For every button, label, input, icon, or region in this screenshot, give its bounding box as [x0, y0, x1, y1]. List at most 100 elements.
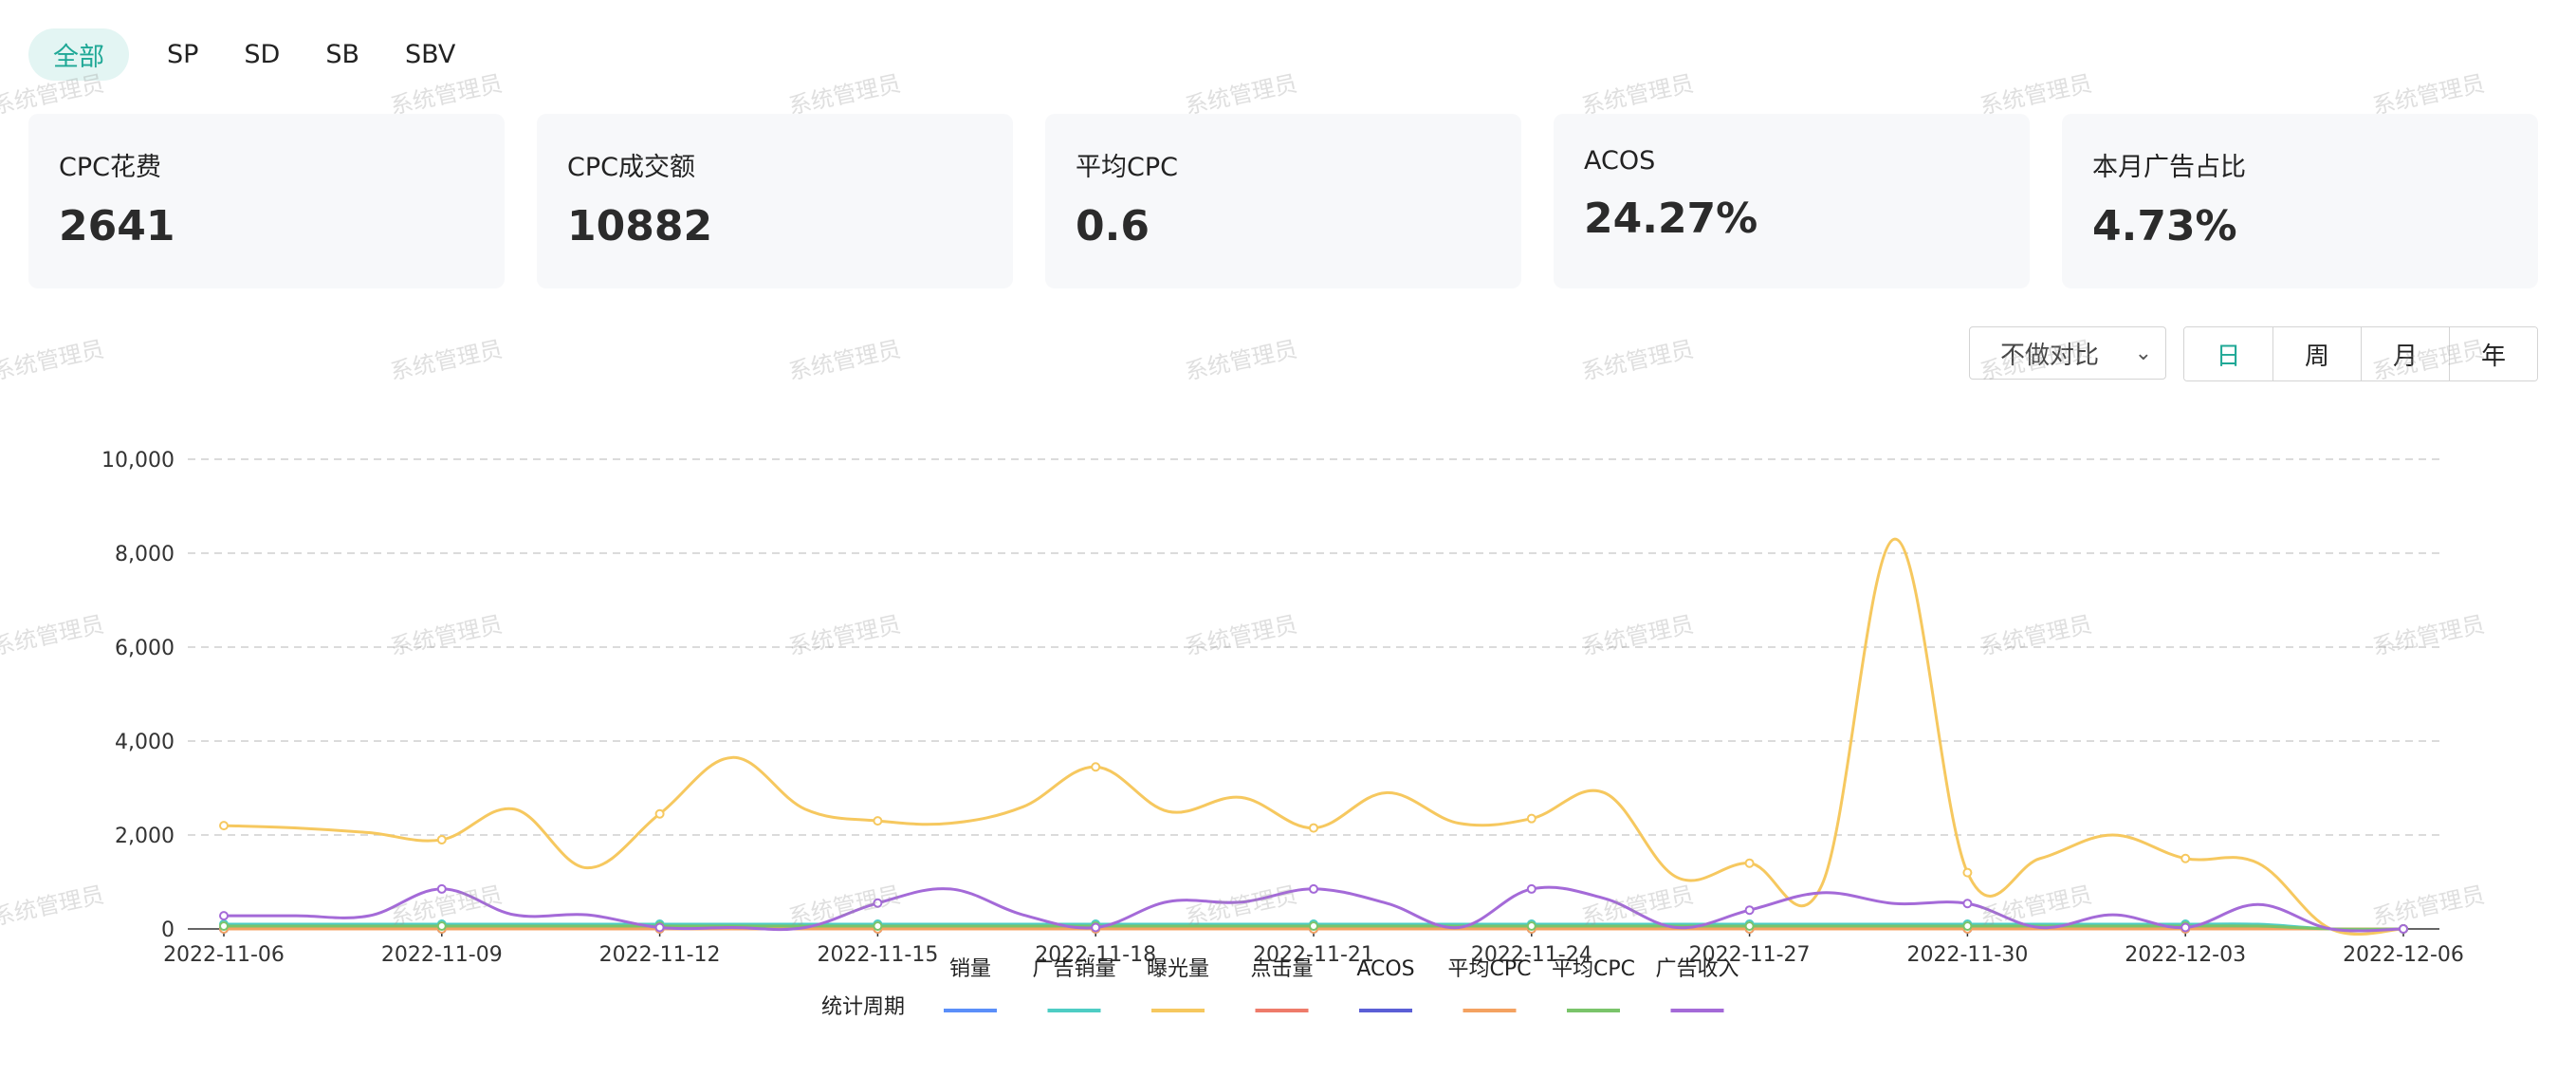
data-point — [1962, 921, 1973, 932]
data-point — [1744, 905, 1755, 916]
data-point — [436, 834, 447, 844]
data-point — [873, 898, 883, 908]
series-line — [224, 885, 2404, 933]
kpi-label: CPC成交额 — [567, 153, 695, 182]
series-lines — [219, 537, 2408, 937]
data-point — [219, 911, 229, 921]
x-tick-label: 2022-12-03 — [2125, 943, 2246, 967]
kpi-value: 24.27% — [1584, 195, 1758, 243]
watermark-text: 系统管理员 — [0, 335, 107, 386]
data-point — [1526, 813, 1536, 824]
legend-label: 广告收入 — [1655, 957, 1739, 981]
kpi-label: CPC花费 — [59, 153, 161, 182]
tab-sb[interactable]: SB — [325, 40, 360, 69]
tab-sp[interactable]: SP — [167, 40, 199, 69]
legend-label: 平均CPC — [1552, 957, 1635, 981]
watermark-text: 系统管理员 — [785, 335, 904, 386]
legend-label: 销量 — [949, 957, 991, 981]
kpi-card-acos: ACOS 24.27% — [1554, 114, 2030, 288]
data-point — [1309, 883, 1318, 894]
series-7 — [219, 883, 2408, 934]
data-point — [1526, 883, 1536, 894]
data-point — [219, 821, 229, 831]
watermark-text: 系统管理员 — [387, 335, 506, 386]
x-tick-label: 2022-11-18 — [1035, 943, 1156, 967]
kpi-label: ACOS — [1584, 146, 1656, 176]
data-point — [436, 883, 447, 894]
legend-label: 平均CPC — [1448, 957, 1532, 981]
watermark-text: 系统管理员 — [1977, 69, 2095, 121]
data-point — [1526, 921, 1536, 932]
kpi-label: 本月广告占比 — [2092, 153, 2246, 182]
watermark-text: 系统管理员 — [1182, 335, 1300, 386]
data-point — [873, 816, 883, 826]
period-month-button[interactable]: 月 — [2361, 327, 2449, 380]
watermark-text: 系统管理员 — [2369, 69, 2488, 121]
legend-label: 曝光量 — [1147, 957, 1209, 981]
kpi-value: 0.6 — [1076, 202, 1150, 250]
axes: 0 2,000 4,000 6,000 8,000 10,000 2022-11-06 202… — [101, 449, 2464, 967]
kpi-card-monthly-ad-share: 本月广告占比 4.73% — [2062, 114, 2538, 288]
data-point — [219, 921, 229, 932]
watermark-text: 系统管理员 — [1578, 335, 1697, 386]
x-tick-label: 2022-11-30 — [1906, 943, 2028, 967]
tab-all[interactable]: 全部 — [28, 28, 129, 81]
data-point — [1091, 762, 1101, 772]
x-tick-label: 2022-11-21 — [1253, 943, 1374, 967]
data-point — [2399, 924, 2408, 934]
data-point — [436, 921, 447, 932]
y-tick-label: 8,000 — [115, 543, 175, 566]
y-tick-label: 0 — [161, 918, 175, 942]
data-point — [654, 922, 665, 933]
data-point — [1091, 922, 1101, 933]
x-tick-label: 2022-11-15 — [817, 943, 938, 967]
series-line — [223, 537, 2404, 937]
data-point — [1309, 921, 1318, 932]
kpi-value: 4.73% — [2092, 202, 2237, 250]
kpi-value: 2641 — [59, 202, 175, 250]
legend-label: 广告销量 — [1032, 957, 1115, 981]
y-tick-label: 10,000 — [101, 449, 175, 473]
period-toggle: 日 周 月 年 — [2183, 326, 2538, 381]
tab-sbv[interactable]: SBV — [405, 40, 456, 69]
legend-label: 点击量 — [1250, 957, 1313, 981]
x-tick-label: 2022-11-06 — [163, 943, 285, 967]
kpi-cards: CPC花费 2641 CPC成交额 10882 平均CPC 0.6 ACOS 2… — [28, 114, 2538, 288]
kpi-label: 平均CPC — [1076, 153, 1178, 182]
y-tick-label: 2,000 — [115, 825, 175, 848]
period-day-button[interactable]: 日 — [2184, 327, 2272, 380]
data-point — [654, 808, 665, 819]
legend-title: 统计周期 — [821, 995, 905, 1019]
period-week-button[interactable]: 周 — [2272, 327, 2361, 380]
x-tick-label: 2022-11-27 — [1689, 943, 1811, 967]
x-tick-label: 2022-11-24 — [1471, 943, 1592, 967]
watermark-text: 系统管理员 — [785, 69, 904, 121]
data-point — [2180, 853, 2191, 863]
kpi-card-avg-cpc: 平均CPC 0.6 — [1045, 114, 1521, 288]
compare-select-value: 不做对比 — [2000, 341, 2100, 370]
data-point — [1744, 921, 1755, 932]
data-point — [873, 921, 883, 932]
kpi-card-cpc-spend: CPC花费 2641 — [28, 114, 505, 288]
data-point — [1962, 899, 1973, 909]
trend-chart: 0 2,000 4,000 6,000 8,000 10,000 2022-11-06 202… — [101, 449, 2464, 1019]
watermark-text: 系统管理员 — [1578, 69, 1697, 121]
data-point — [1744, 858, 1755, 868]
data-point — [1962, 867, 1973, 878]
tab-sd[interactable]: SD — [244, 40, 281, 69]
series-2 — [219, 537, 2408, 937]
chevron-down-icon: ⌄ — [2134, 341, 2152, 365]
kpi-card-cpc-sales: CPC成交额 10882 — [537, 114, 1013, 288]
ad-type-tabs: 全部 SP SD SB SBV — [28, 28, 501, 81]
legend: 统计周期 销量 广告销量 曝光量 点击量 ACOS 平均CPC 平均CPC 广告收入 — [821, 957, 1739, 1019]
x-tick-label: 2022-11-12 — [599, 943, 721, 967]
period-year-button[interactable]: 年 — [2449, 327, 2537, 380]
x-tick-label: 2022-11-09 — [381, 943, 503, 967]
x-tick-label: 2022-12-06 — [2343, 943, 2464, 967]
data-point — [2180, 922, 2191, 933]
kpi-value: 10882 — [567, 202, 713, 250]
legend-label: ACOS — [1356, 957, 1414, 981]
y-tick-label: 6,000 — [115, 637, 175, 660]
compare-select[interactable]: 不做对比 ⌄ — [1969, 326, 2166, 380]
data-point — [1309, 823, 1318, 833]
